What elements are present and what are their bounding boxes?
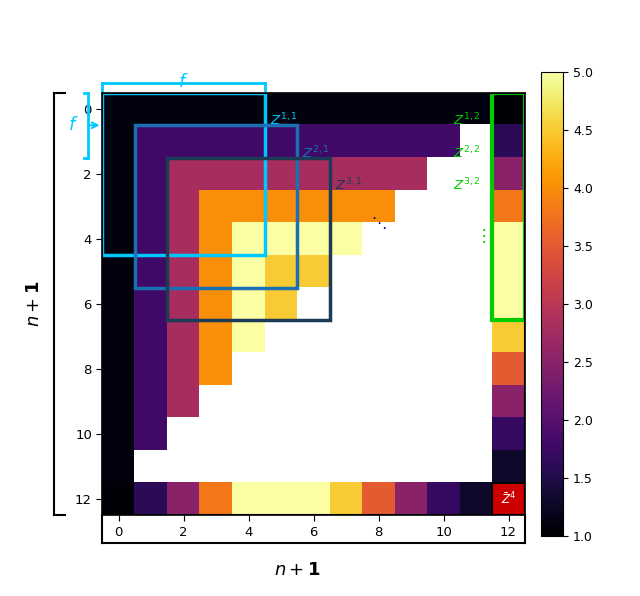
Text: $f$: $f$	[68, 116, 79, 134]
Text: $\ddots$: $\ddots$	[371, 215, 387, 231]
Text: $\vdots$: $\vdots$	[476, 226, 486, 245]
Bar	[168, 158, 330, 320]
Bar	[135, 125, 298, 288]
Text: $n+\mathbf{1}$: $n+\mathbf{1}$	[25, 281, 43, 327]
Text: $Z^{2,1}$: $Z^{2,1}$	[302, 145, 330, 161]
Text: $Z^{2,2}$: $Z^{2,2}$	[453, 145, 481, 161]
Bar	[492, 483, 525, 515]
Text: $Z^{1,1}$: $Z^{1,1}$	[269, 112, 298, 129]
Text: $n+\mathbf{1}$: $n+\mathbf{1}$	[274, 561, 321, 579]
Text: $Z^{3,2}$: $Z^{3,2}$	[453, 177, 481, 194]
Text: $Z^{1,2}$: $Z^{1,2}$	[453, 112, 481, 129]
Text: $Z^{3,1}$: $Z^{3,1}$	[335, 177, 363, 194]
Text: $f$: $f$	[179, 73, 189, 91]
Bar	[492, 93, 525, 320]
Bar	[102, 93, 265, 255]
Text: $\bar{Z}^4$: $\bar{Z}^4$	[501, 491, 516, 507]
